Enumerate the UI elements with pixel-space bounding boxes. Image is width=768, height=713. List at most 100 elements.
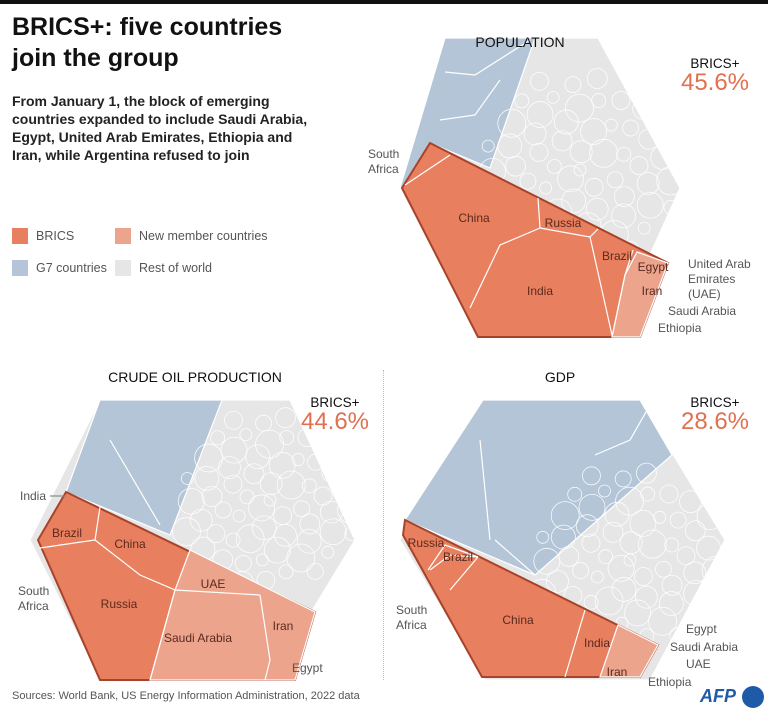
- gdp-rest-cells: [634, 585, 658, 609]
- oil-callout-egypt: Egypt: [292, 661, 323, 675]
- oil-rest-cells: [307, 453, 325, 471]
- population-callout-south-africa: South: [368, 147, 399, 161]
- legend-label: BRICS: [36, 229, 75, 243]
- oil-rest-cells: [315, 433, 339, 457]
- oil-rest-cells: [291, 453, 305, 466]
- oil-country-label: Saudi Arabia: [164, 631, 232, 645]
- legend-swatch: [115, 228, 131, 244]
- gdp-rest-cells: [708, 588, 724, 603]
- oil-rest-cells: [321, 461, 343, 483]
- oil-new-members: [149, 549, 316, 681]
- legend-swatch: [12, 260, 28, 276]
- gdp-rest-cells: [533, 547, 561, 575]
- legend-label: G7 countries: [36, 261, 107, 275]
- oil-rest-cells: [172, 517, 201, 546]
- gdp-rest-cells: [614, 470, 632, 488]
- gdp-country-label: Russia: [408, 536, 445, 550]
- legend-rest: Rest of world: [115, 260, 212, 276]
- gdp-rest-cells: [611, 577, 637, 602]
- oil-rest-cells: [210, 430, 226, 446]
- population-rest-cells: [663, 199, 679, 215]
- population-rest-cells: [539, 181, 553, 195]
- gdp-callout-south-africa: Africa: [396, 618, 427, 632]
- gdp-rest-cells: [581, 533, 601, 553]
- gdp-rest-cells: [536, 530, 550, 544]
- gdp-country-label: Iran: [607, 665, 628, 679]
- cell-border: [404, 154, 451, 186]
- oil-callout-south-africa: South: [18, 584, 49, 598]
- afp-logo: AFP: [700, 686, 736, 706]
- gdp-rest-cells: [684, 520, 706, 542]
- gdp-rest-cells: [658, 591, 684, 616]
- population-callout-south-africa: Africa: [368, 162, 399, 176]
- gdp-rest-cells: [634, 567, 653, 586]
- gdp-rest-cells: [594, 586, 624, 616]
- gdp-country-label: Brazil: [443, 550, 473, 564]
- oil-rest-cells: [206, 524, 226, 544]
- population-rest-cells: [591, 93, 607, 108]
- population-rest-cells: [481, 139, 495, 153]
- population-rest-cells: [650, 110, 678, 138]
- gdp-rest-cells: [572, 562, 589, 579]
- legend-new-members: New member countries: [115, 228, 268, 244]
- oil-country-label: Russia: [101, 597, 138, 611]
- cell-border: [109, 439, 161, 526]
- source-note: Sources: World Bank, US Energy Informati…: [12, 690, 360, 702]
- population-callout-uae: Emirates: [688, 272, 735, 286]
- population-share: BRICS+ 45.6%: [670, 56, 760, 97]
- population-rest-cells: [632, 97, 656, 120]
- gdp-rest-cells: [583, 594, 599, 610]
- population-rest-cells: [580, 118, 607, 145]
- population-rest-cells: [529, 142, 549, 162]
- oil-rest-cells: [180, 472, 194, 485]
- population-callout-uae: United Arab: [688, 257, 751, 271]
- gdp-rest-cells: [629, 510, 657, 537]
- population-rest-cells: [565, 93, 594, 123]
- oil-g7-region: [65, 399, 223, 536]
- oil-rest-cells: [263, 493, 277, 507]
- gdp-rest-cells: [615, 486, 644, 516]
- oil-rest-cells: [214, 501, 232, 519]
- gdp-rest-cells: [648, 606, 677, 636]
- cell-border: [439, 79, 501, 121]
- gdp-rest-cells: [607, 554, 635, 582]
- gdp-rest-cells: [676, 546, 696, 566]
- population-rest-cells: [585, 197, 609, 221]
- population-rest-cells: [616, 146, 632, 162]
- gdp-rest-cells: [664, 537, 680, 553]
- oil-rest-cells: [344, 526, 360, 542]
- gdp-callout-saudi-arabia: Saudi Arabia: [670, 640, 738, 654]
- gdp-rest-cells: [661, 574, 683, 596]
- cell-border: [479, 439, 491, 541]
- oil-rest-cells: [263, 536, 291, 564]
- gdp-rest-cells: [582, 466, 601, 486]
- population-rest-cells: [606, 171, 624, 189]
- population-country-label: China: [458, 211, 490, 225]
- legend-g7: G7 countries: [12, 260, 107, 276]
- gdp-rest-cells: [590, 570, 604, 584]
- gdp-rest-cells: [701, 555, 731, 585]
- gdp-rest-cells: [575, 514, 599, 538]
- cell-border: [564, 609, 586, 678]
- gdp-rest-cells: [637, 529, 667, 559]
- oil-rest-cells: [278, 564, 294, 580]
- gdp-rest-cells: [669, 511, 687, 529]
- gdp-rest-cells: [619, 531, 643, 555]
- legend-swatch: [115, 260, 131, 276]
- gdp-rest-cells: [598, 549, 614, 565]
- oil-rest-cells: [255, 553, 269, 567]
- population-rest-cells: [519, 172, 537, 190]
- gdp-brics-region: [401, 518, 660, 678]
- oil-rest-cells: [319, 518, 347, 546]
- cell-border: [259, 594, 271, 681]
- gdp-rest-cells: [679, 490, 702, 514]
- oil-country-label: China: [114, 537, 146, 551]
- population-rest-cells: [561, 188, 587, 214]
- gdp-callout-south-africa: South: [396, 603, 427, 617]
- oil-rest-cells: [268, 451, 296, 479]
- population-rest-cells: [656, 166, 686, 196]
- oil-rest-cells: [297, 428, 317, 447]
- divider: [383, 370, 384, 680]
- population-rest-cells: [551, 130, 573, 152]
